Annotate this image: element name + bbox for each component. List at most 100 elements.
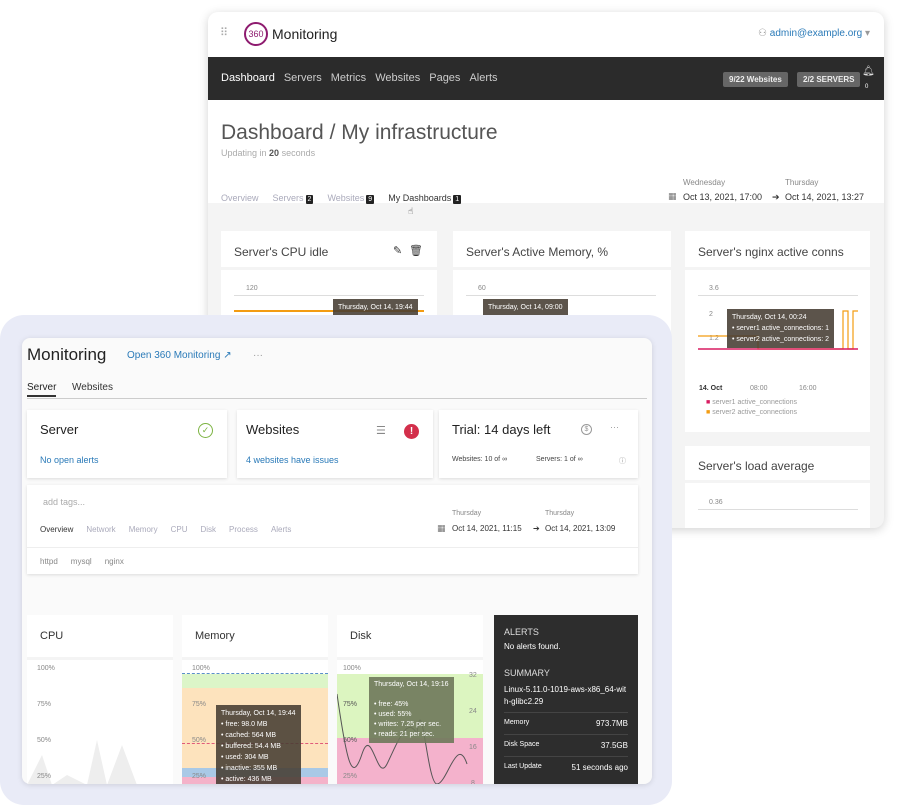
main-nav: Dashboard Servers Metrics Websites Pages… [208,57,884,100]
service-nginx[interactable]: nginx [104,557,124,566]
tab-websites[interactable]: Websites [72,382,113,393]
tab-my-dashboards[interactable]: My Dashboards 1 [388,193,462,204]
page-title: Dashboard / My infrastructure [221,121,498,144]
range-to[interactable]: Oct 14, 2021, 13:27 [785,192,865,202]
service-tags: httpd mysql nginx [40,557,124,566]
x-tick: 08:00 [750,385,768,392]
subtab-process[interactable]: Process [229,525,258,534]
no-alerts-link[interactable]: No open alerts [40,455,99,465]
x-tick: 16:00 [799,385,817,392]
range-from-day: Wednesday [683,178,726,187]
update-status: Updating in 20 seconds [221,148,316,158]
arrow-right-icon: ➔ [772,192,780,202]
nav-websites[interactable]: Websites [375,72,421,84]
service-httpd[interactable]: httpd [40,557,58,566]
tab-server[interactable]: Server [27,382,57,397]
legend-item[interactable]: ■ server2 active_connections [706,409,798,416]
user-menu[interactable]: ⚇ admin@example.org ▾ [758,28,870,39]
y-tick: 1.2 [709,335,719,342]
y-tick: 50% [37,737,52,744]
header: ⠿ 360 Monitoring ⚇ admin@example.org ▾ [208,12,884,57]
y-tick: 100% [343,665,361,672]
os-version: Linux-5.11.0-1019-aws-x86_64-with-glibc2… [504,685,627,706]
y-tick: 75% [192,701,207,708]
error-icon: ! [404,424,419,439]
tags-input[interactable]: add tags... [43,497,86,507]
tab-websites[interactable]: Websites 9 [327,193,375,204]
y2-tick: 16 [469,744,477,751]
nav-alerts[interactable]: Alerts [469,72,498,84]
y-tick: 0.36 [709,499,723,506]
tab-servers[interactable]: Servers 2 [272,193,314,204]
open-360-link[interactable]: Open 360 Monitoring ↗ [127,350,232,361]
calendar-icon[interactable]: ▦ [437,523,446,533]
memory-tooltip: Thursday, Oct 14, 19:44 • free: 98.0 MB … [216,705,301,784]
alerts-text: No alerts found. [504,642,561,651]
subtab-alerts[interactable]: Alerts [270,525,292,534]
edit-icon[interactable]: ✎ [393,245,403,257]
range-from[interactable]: Oct 14, 2021, 11:15 [452,524,522,533]
tab-overview[interactable]: Overview [221,193,259,203]
servers-quota: Servers: 1 of ∞ [536,456,583,463]
page-header: Dashboard / My infrastructure Updating i… [208,100,884,216]
more-icon[interactable]: ··· [610,422,619,432]
y2-tick: 32 [469,672,477,679]
widget-load-average: Server's load average 0.36 [685,446,870,528]
disk-tooltip: Thursday, Oct 14, 19:16 • free: 45% • us… [369,677,454,743]
chart-tooltip: Thursday, Oct 14, 00:24 • server1 active_… [727,309,835,348]
cpu-chart [27,740,137,784]
summary-heading: SUMMARY [504,668,550,678]
range-to[interactable]: Oct 14, 2021, 13:09 [545,524,616,533]
y-tick: 100% [37,665,55,672]
legend-item[interactable]: ■ server1 active_connections [706,399,798,406]
range-to-day: Thursday [545,510,575,517]
external-link-icon: ↗ [223,350,232,361]
nav-metrics[interactable]: Metrics [330,72,367,84]
bell-icon[interactable]: 🔔︎ [862,66,875,77]
card-title: Trial: 14 days left [452,422,551,437]
y-tick: 75% [343,701,358,708]
disk-widget: Disk Thursday, Oct 14, 19:16 • free: 45%… [337,615,483,784]
summary-row: Disk Space 37.5GB [504,734,628,756]
dollar-icon[interactable]: $ [581,424,592,435]
trash-icon[interactable]: 🗑︎ [409,245,423,257]
widget-nginx-conns: Server's nginx active conns 3.6 2 1.2 Th… [685,231,870,432]
summary-row: Last Update 51 seconds ago [504,756,628,778]
more-menu-button[interactable]: ··· [253,350,263,361]
memory-widget: Memory 100% 75% 50% 25% Thursday, Oct 14… [182,615,328,784]
cpu-widget: CPU 100% 75% 50% 25% [27,615,173,784]
help-icon[interactable]: ⓘ [619,458,626,465]
trial-card: Trial: 14 days left $ ··· Websites: 10 o… [439,410,638,478]
apps-grid-icon[interactable]: ⠿ [220,27,229,39]
widget-title: Server's nginx active conns [698,245,844,259]
websites-issues-link[interactable]: 4 websites have issues [246,455,339,465]
chart-tooltip: Thursday, Oct 14, 09:00 [483,299,568,316]
subtab-memory[interactable]: Memory [128,525,158,534]
arrow-right-icon: ➔ [533,524,540,533]
widget-title: Disk [350,630,372,642]
websites-count-badge[interactable]: 9/22 Websites [723,72,788,87]
check-circle-icon: ✓ [198,423,213,438]
card-title: Server [40,422,79,437]
subtab-overview[interactable]: Overview [40,525,74,534]
list-icon[interactable]: ☰ [376,425,386,437]
logo-icon: 360 [244,22,268,46]
calendar-icon[interactable]: ▦ [668,191,677,201]
nav-servers[interactable]: Servers [283,72,322,84]
summary-row: Memory 973.7MB [504,712,628,734]
range-from[interactable]: Oct 13, 2021, 17:00 [683,192,763,202]
server-subtabs: Overview Network Memory CPU Disk Process… [40,525,291,534]
nav-pages[interactable]: Pages [429,72,461,84]
cursor-icon: ☝ [408,206,414,216]
panel-title: Monitoring [27,345,107,364]
subtab-disk[interactable]: Disk [200,525,217,534]
logo-text: Monitoring [272,26,338,42]
tabs: Overview Servers 2 Websites 9 My Dashboard… [221,193,462,204]
subtab-network[interactable]: Network [86,525,116,534]
bell-count: 0 [865,84,869,90]
servers-count-badge[interactable]: 2/2 SERVERS [797,72,861,87]
service-mysql[interactable]: mysql [70,557,92,566]
subtab-cpu[interactable]: CPU [170,525,188,534]
y2-tick: 24 [469,708,477,715]
nav-dashboard[interactable]: Dashboard [221,72,275,84]
